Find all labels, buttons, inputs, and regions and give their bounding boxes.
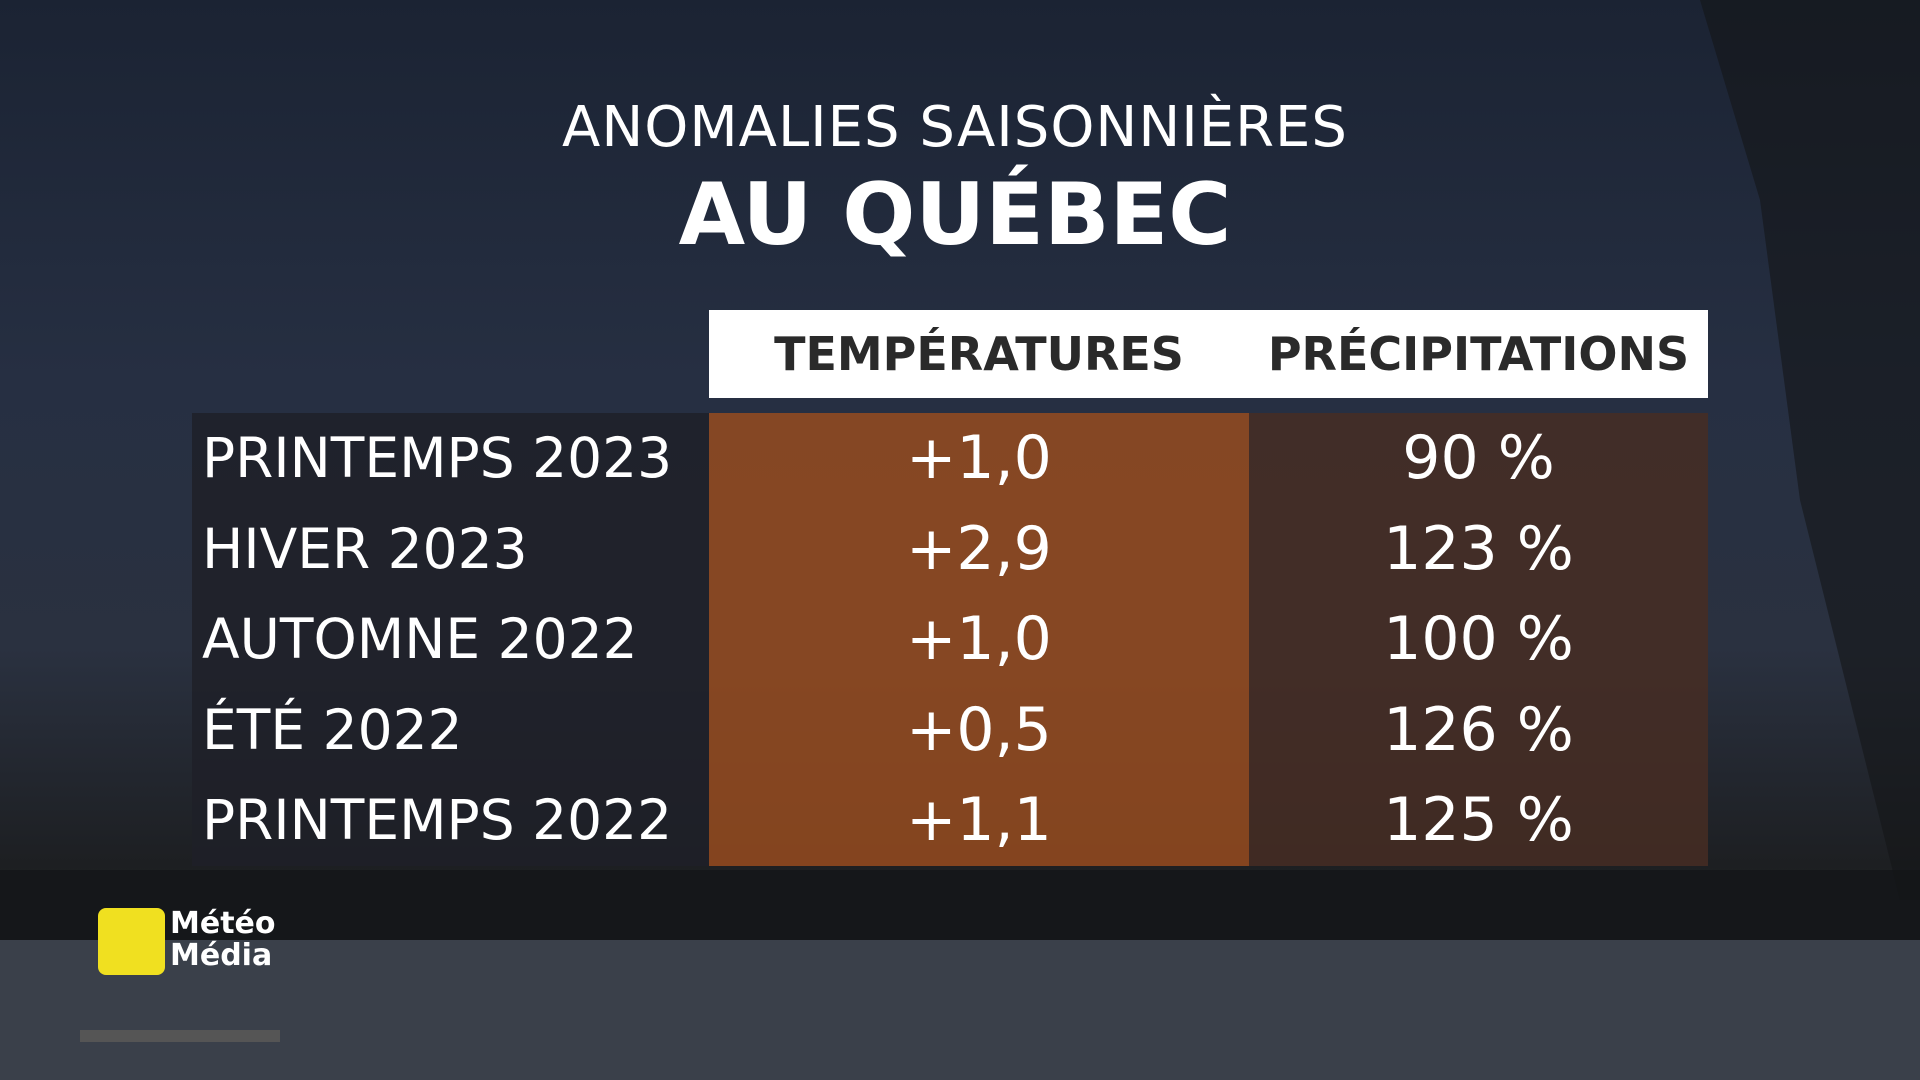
cell-value: +2,9 bbox=[709, 503, 1249, 595]
column-header: PRÉCIPITATIONS bbox=[1267, 327, 1690, 381]
table-row: ÉTÉ 2022 +0,5 126 % bbox=[192, 684, 1708, 776]
row-label: AUTOMNE 2022 bbox=[192, 594, 709, 685]
row-label: ÉTÉ 2022 bbox=[192, 684, 709, 776]
cell-value: +0,5 bbox=[709, 684, 1249, 776]
row-label: PRINTEMPS 2023 bbox=[192, 413, 709, 504]
logo-text: Météo bbox=[170, 906, 276, 941]
column-header: TEMPÉRATURES bbox=[774, 327, 1184, 381]
table-row: PRINTEMPS 2022 +1,1 125 % bbox=[192, 775, 1708, 866]
row-label: PRINTEMPS 2022 bbox=[192, 775, 709, 866]
tree bbox=[1700, 0, 1920, 900]
title-line: AU QUÉBEC bbox=[678, 165, 1232, 265]
cell-value: 126 % bbox=[1249, 684, 1708, 776]
cell-value: 90 % bbox=[1249, 413, 1708, 504]
title-line: ANOMALIES SAISONNIÈRES bbox=[562, 95, 1348, 160]
dock bbox=[80, 1030, 280, 1042]
cell-value: 100 % bbox=[1249, 594, 1708, 685]
cell-value: 123 % bbox=[1249, 503, 1708, 595]
table-row: AUTOMNE 2022 +1,0 100 % bbox=[192, 594, 1708, 685]
logo-text: Média bbox=[170, 938, 273, 973]
cell-value: +1,0 bbox=[709, 413, 1249, 504]
cell-value: +1,0 bbox=[709, 594, 1249, 685]
cell-value: 125 % bbox=[1249, 775, 1708, 866]
lake bbox=[0, 940, 1920, 1080]
table-row: PRINTEMPS 2023 +1,0 90 % bbox=[192, 413, 1708, 504]
header-box bbox=[709, 310, 1708, 398]
table-row: HIVER 2023 +2,9 123 % bbox=[192, 503, 1708, 595]
treeline bbox=[0, 870, 1920, 940]
row-label: HIVER 2023 bbox=[192, 503, 709, 595]
cell-value: +1,1 bbox=[709, 775, 1249, 866]
logo bbox=[98, 908, 165, 975]
